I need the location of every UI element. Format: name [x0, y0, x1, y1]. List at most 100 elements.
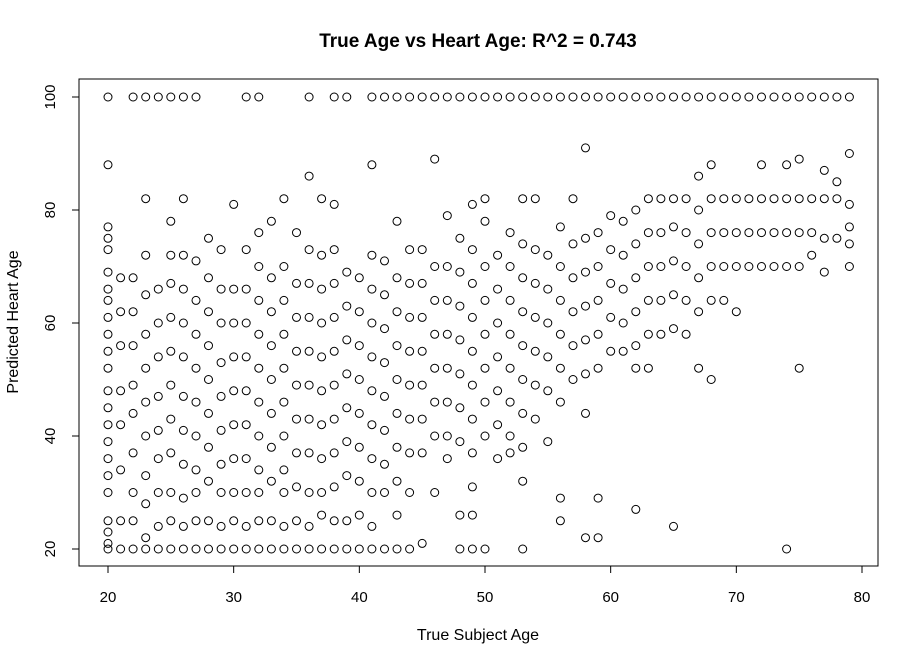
data-point [141, 431, 151, 441]
data-point [216, 318, 226, 328]
data-point [304, 245, 314, 255]
data-point [593, 262, 603, 271]
data-point [493, 352, 503, 362]
data-point [694, 171, 704, 181]
data-point [555, 493, 565, 503]
data-point [103, 437, 113, 447]
data-point [757, 160, 766, 170]
data-point [354, 408, 364, 418]
data-point [555, 397, 565, 407]
data-point [757, 92, 766, 102]
x-tick-label: 20 [100, 589, 117, 606]
data-point [769, 92, 779, 102]
data-point [543, 284, 553, 294]
data-point [292, 380, 301, 390]
data-point [128, 307, 138, 317]
data-point [744, 194, 754, 204]
data-point [304, 544, 314, 554]
data-point [480, 194, 490, 204]
data-point [719, 92, 729, 102]
data-point [116, 307, 126, 317]
data-point [769, 262, 779, 271]
data-point [493, 284, 503, 294]
y-tick-label: 40 [42, 428, 59, 445]
data-point [669, 290, 678, 300]
data-point [480, 431, 490, 441]
data-point [493, 318, 503, 328]
data-point [505, 92, 515, 102]
data-point [405, 414, 415, 424]
data-point [543, 92, 553, 102]
data-point [417, 245, 427, 255]
data-point [103, 538, 113, 548]
data-point [568, 273, 578, 283]
data-point [128, 544, 138, 554]
data-point [141, 194, 151, 204]
data-point [442, 92, 452, 102]
data-point [405, 278, 415, 288]
data-point [631, 92, 641, 102]
data-point [116, 420, 126, 430]
data-point [241, 521, 251, 531]
data-point [731, 194, 741, 204]
data-point [380, 358, 389, 368]
data-point [568, 375, 578, 384]
data-point [467, 380, 477, 390]
data-point [166, 544, 176, 554]
data-point [832, 92, 842, 102]
data-point [782, 92, 792, 102]
data-point [618, 216, 628, 226]
data-point [555, 262, 565, 271]
data-point [719, 228, 729, 238]
data-point [166, 278, 176, 288]
data-point [329, 92, 339, 102]
data-point [292, 346, 301, 356]
data-point [229, 199, 239, 209]
data-points [103, 92, 854, 554]
data-point [442, 211, 452, 221]
data-point [593, 92, 603, 102]
data-point [128, 273, 138, 283]
data-point [153, 454, 163, 464]
data-point [380, 544, 389, 554]
data-point [832, 177, 842, 187]
data-point [342, 544, 352, 554]
data-point [103, 295, 113, 305]
data-point [166, 346, 176, 356]
data-point [116, 386, 126, 396]
data-point [731, 92, 741, 102]
data-point [266, 341, 276, 351]
data-point [782, 262, 792, 271]
x-tick-label: 60 [602, 589, 619, 606]
data-point [681, 262, 691, 271]
data-point [241, 454, 251, 464]
data-point [141, 92, 151, 102]
data-point [782, 544, 792, 554]
data-point [442, 363, 452, 373]
data-point [417, 92, 427, 102]
data-point [555, 516, 565, 526]
data-point [769, 228, 779, 238]
data-point [166, 414, 176, 424]
data-point [731, 228, 741, 238]
data-point [116, 273, 126, 283]
data-point [141, 499, 151, 509]
data-point [669, 194, 678, 204]
data-point [656, 92, 666, 102]
data-point [681, 92, 691, 102]
data-point [543, 250, 553, 260]
data-point [204, 307, 213, 317]
data-point [128, 488, 138, 497]
data-point [581, 408, 590, 418]
data-point [480, 397, 490, 407]
data-point [329, 312, 339, 322]
data-point [656, 194, 666, 204]
data-point [794, 228, 804, 238]
data-point [317, 386, 327, 396]
data-point [279, 194, 289, 204]
data-point [317, 250, 327, 260]
data-point [455, 92, 465, 102]
data-point [543, 352, 553, 362]
data-point [807, 250, 817, 260]
data-point [819, 267, 829, 277]
